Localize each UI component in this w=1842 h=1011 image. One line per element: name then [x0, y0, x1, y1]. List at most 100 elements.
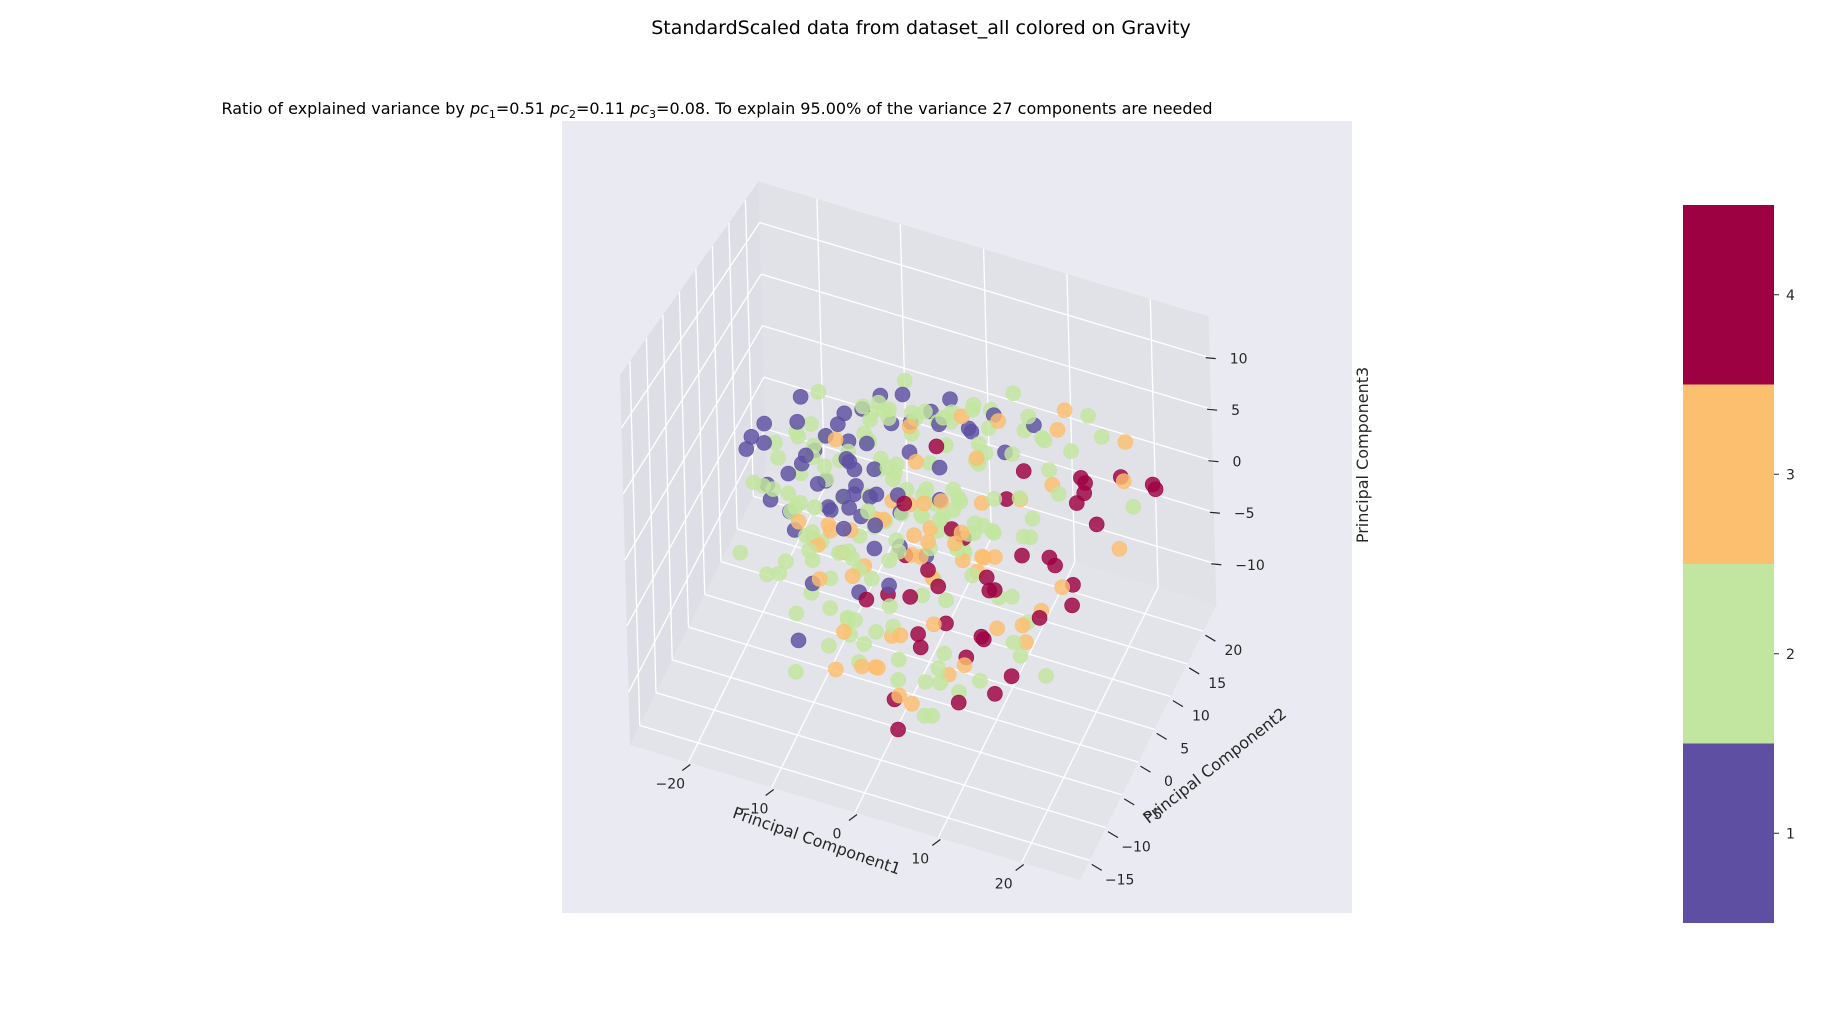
scatter-point[interactable] — [920, 562, 936, 578]
scatter-point[interactable] — [858, 435, 875, 452]
scatter-point[interactable] — [770, 449, 787, 466]
scatter-point[interactable] — [792, 494, 809, 511]
scatter-point[interactable] — [836, 623, 852, 640]
scatter-point[interactable] — [806, 499, 823, 516]
scatter-point[interactable] — [904, 695, 920, 712]
scatter-point[interactable] — [917, 674, 934, 690]
scatter-point[interactable] — [820, 516, 837, 533]
scatter-point[interactable] — [1014, 547, 1030, 564]
scatter-point[interactable] — [989, 620, 1006, 637]
scatter-point[interactable] — [917, 403, 933, 420]
scatter-point[interactable] — [1080, 407, 1096, 424]
scatter-point[interactable] — [868, 486, 885, 503]
scatter-point[interactable] — [1003, 668, 1020, 685]
scatter-point[interactable] — [811, 571, 828, 587]
scatter-point[interactable] — [972, 672, 988, 689]
scatter-point[interactable] — [925, 616, 942, 633]
scatter-point[interactable] — [801, 542, 818, 559]
scatter-point[interactable] — [1014, 617, 1031, 634]
scatter-point[interactable] — [1063, 443, 1079, 459]
scatter-point[interactable] — [835, 488, 852, 505]
scatter-point[interactable] — [1125, 498, 1142, 515]
scatter-point[interactable] — [1051, 486, 1067, 502]
scatter-point[interactable] — [860, 503, 876, 520]
scatter-point[interactable] — [870, 659, 886, 676]
scatter-point[interactable] — [880, 410, 897, 426]
scatter-point[interactable] — [732, 544, 749, 561]
scatter-point[interactable] — [809, 476, 826, 492]
scatter-point[interactable] — [891, 687, 908, 704]
scatter-point[interactable] — [790, 513, 807, 530]
scatter-point[interactable] — [821, 637, 837, 654]
scatter-point[interactable] — [1015, 463, 1032, 479]
scatter-point[interactable] — [1094, 429, 1110, 445]
scatter-point[interactable] — [797, 447, 814, 464]
scatter-point[interactable] — [789, 413, 806, 430]
scatter-point[interactable] — [846, 461, 863, 478]
scatter-point[interactable] — [827, 431, 844, 448]
scatter-point[interactable] — [938, 592, 954, 609]
scatter-point[interactable] — [1056, 402, 1073, 419]
scatter-point[interactable] — [831, 545, 847, 561]
scatter-point[interactable] — [906, 527, 922, 544]
scatter-point[interactable] — [908, 453, 924, 470]
scatter-point[interactable] — [839, 609, 856, 626]
scatter-point[interactable] — [1020, 408, 1037, 425]
scatter-point[interactable] — [867, 517, 884, 534]
scatter-point[interactable] — [822, 502, 839, 519]
scatter-point[interactable] — [931, 511, 948, 528]
scatter-point[interactable] — [1004, 446, 1021, 462]
scatter-point[interactable] — [868, 623, 884, 640]
scatter-point[interactable] — [854, 658, 870, 675]
scatter-point[interactable] — [855, 398, 871, 415]
scatter-point[interactable] — [1041, 549, 1058, 566]
scatter-point[interactable] — [942, 391, 958, 408]
scatter-point[interactable] — [1012, 648, 1029, 664]
scatter-point[interactable] — [866, 540, 883, 557]
scatter-point[interactable] — [1005, 385, 1021, 402]
scatter-point[interactable] — [804, 524, 820, 540]
scatter-point[interactable] — [916, 495, 933, 512]
scatter-point[interactable] — [910, 626, 926, 642]
scatter-point[interactable] — [902, 589, 919, 605]
scatter-point[interactable] — [1117, 434, 1134, 450]
scatter-point[interactable] — [788, 663, 804, 680]
scatter-point[interactable] — [856, 636, 872, 652]
scatter-point[interactable] — [1073, 470, 1089, 486]
scatter-point[interactable] — [1034, 429, 1050, 446]
scatter-point[interactable] — [803, 416, 819, 432]
scatter-point[interactable] — [1116, 473, 1132, 490]
scatter-point[interactable] — [975, 631, 992, 648]
scatter-point[interactable] — [1024, 510, 1041, 527]
scatter-point[interactable] — [1011, 490, 1028, 506]
scatter-point[interactable] — [780, 485, 797, 502]
scatter-point[interactable] — [882, 598, 898, 615]
scatter-point[interactable] — [975, 549, 992, 566]
scatter-point[interactable] — [780, 465, 797, 482]
scatter-point[interactable] — [879, 459, 896, 476]
scatter-point[interactable] — [778, 553, 794, 570]
scatter-point[interactable] — [810, 383, 827, 400]
scatter-point[interactable] — [945, 502, 962, 519]
scatter-point[interactable] — [896, 372, 913, 389]
scatter-point[interactable] — [930, 578, 947, 595]
scatter-point[interactable] — [827, 661, 844, 678]
scatter-point[interactable] — [894, 386, 911, 403]
scatter-point[interactable] — [790, 632, 807, 649]
scatter-point[interactable] — [881, 577, 897, 594]
scatter-point[interactable] — [968, 450, 985, 467]
scatter-point[interactable] — [1076, 485, 1092, 502]
scatter-point[interactable] — [964, 401, 981, 418]
scatter-point[interactable] — [1049, 422, 1066, 438]
scatter-point[interactable] — [866, 461, 883, 478]
scatter-point[interactable] — [1088, 516, 1105, 533]
scatter-point[interactable] — [964, 567, 980, 584]
scatter-point[interactable] — [896, 495, 913, 512]
scatter-point[interactable] — [960, 420, 977, 437]
scatter-point[interactable] — [931, 459, 948, 476]
scatter-point[interactable] — [901, 418, 918, 435]
scatter-point[interactable] — [756, 415, 773, 432]
scatter-point[interactable] — [788, 605, 805, 622]
scatter-point[interactable] — [759, 566, 775, 583]
scatter-point[interactable] — [904, 404, 920, 421]
